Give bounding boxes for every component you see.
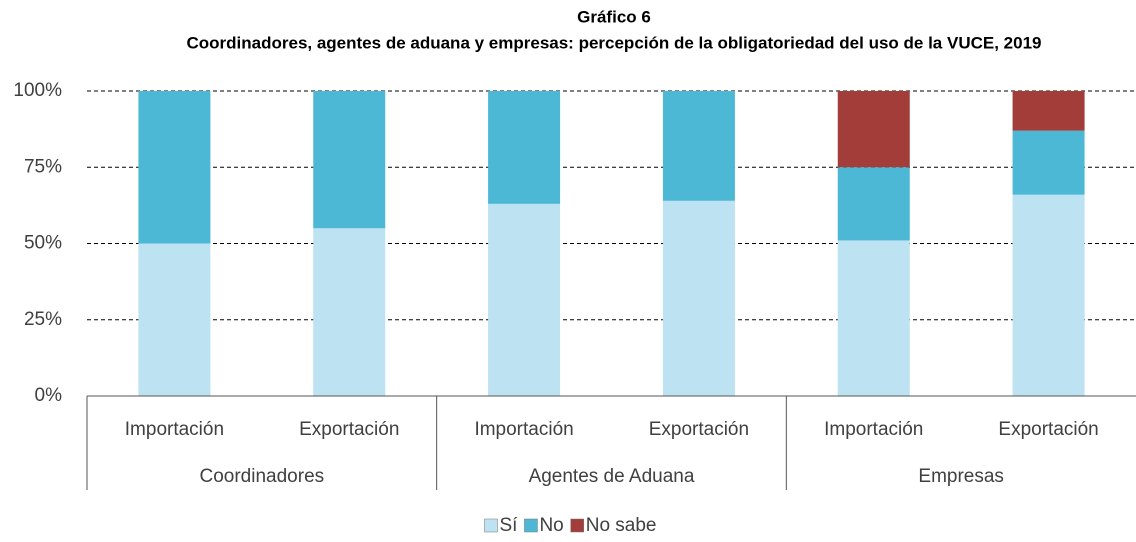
x-tick-label: Exportación — [998, 419, 1098, 440]
y-tick-label: 100% — [13, 80, 62, 101]
bar-segment — [837, 167, 910, 241]
bar-segment — [138, 243, 211, 396]
legend-label: No sabe — [586, 515, 657, 536]
bar-segment — [837, 240, 910, 396]
bar-segment — [488, 203, 561, 396]
bar-segment — [837, 91, 910, 168]
group-label: Coordinadores — [200, 466, 325, 487]
bar-segment — [662, 91, 735, 201]
y-tick-label: 0% — [35, 385, 63, 406]
bar-segment — [662, 200, 735, 396]
chart-subtitle: Coordinadores, agentes de aduana y empre… — [187, 33, 1042, 52]
x-tick-label: Exportación — [299, 419, 399, 440]
legend-label: No — [539, 515, 563, 536]
bar-segment — [1012, 91, 1085, 131]
y-tick-label: 75% — [24, 156, 62, 177]
bar-segment — [313, 91, 386, 229]
bar-segment — [1012, 194, 1085, 396]
x-tick-label: Importación — [474, 419, 573, 440]
legend-label: Sí — [499, 515, 518, 536]
bar-segment — [488, 91, 561, 204]
bar-segment — [1012, 130, 1085, 195]
group-label: Empresas — [918, 466, 1004, 487]
chart-title: Gráfico 6 — [577, 7, 651, 26]
group-label: Agentes de Aduana — [529, 466, 695, 487]
y-tick-label: 25% — [24, 309, 62, 330]
legend-swatch — [570, 518, 584, 533]
x-tick-label: Importación — [824, 419, 923, 440]
x-tick-label: Exportación — [649, 419, 749, 440]
bar-segment — [313, 228, 386, 396]
x-tick-label: Importación — [125, 419, 224, 440]
y-tick-label: 50% — [24, 233, 62, 254]
legend-swatch — [484, 518, 498, 533]
legend-swatch — [524, 518, 538, 533]
bar-segment — [138, 91, 211, 244]
